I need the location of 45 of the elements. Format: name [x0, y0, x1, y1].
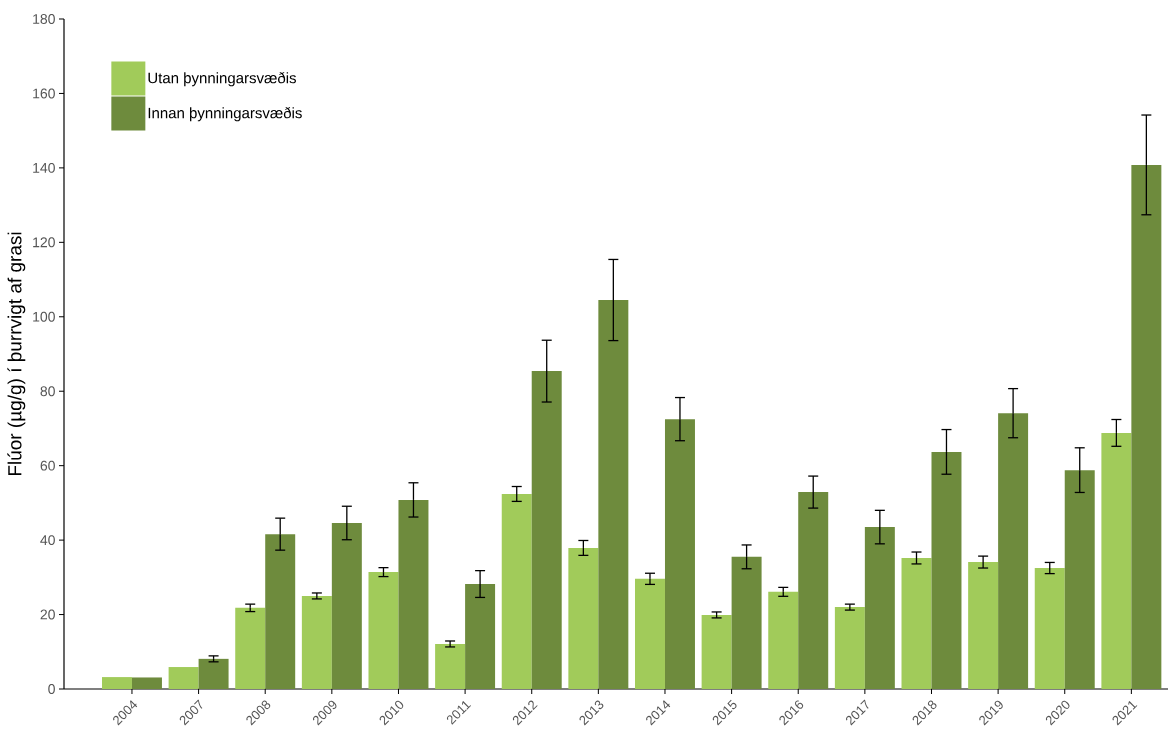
- bar: [368, 572, 399, 689]
- y-tick-label: 0: [48, 684, 55, 694]
- legend-label: Utan þynningarsvæðis: [148, 72, 296, 87]
- bar: [1131, 164, 1162, 689]
- y-tick-label: 140: [33, 162, 55, 173]
- bar: [531, 371, 562, 689]
- bar: [1034, 568, 1065, 689]
- bar: [198, 658, 229, 689]
- bar: [664, 419, 695, 689]
- bar: [701, 614, 732, 689]
- y-tick-label: 120: [33, 237, 55, 248]
- y-tick-label: 160: [33, 88, 55, 99]
- bar: [398, 499, 429, 689]
- bar: [435, 643, 466, 689]
- bar: [331, 522, 362, 689]
- bar: [901, 557, 932, 689]
- bar: [101, 677, 132, 689]
- bar: [168, 667, 199, 689]
- y-tick-label: 80: [40, 386, 55, 397]
- bar: [235, 607, 266, 689]
- bar: [768, 591, 799, 689]
- bar: [131, 677, 162, 689]
- bar: [864, 527, 895, 689]
- legend-label: Innan þynningarsvæðis: [148, 107, 302, 122]
- y-tick-label: 180: [33, 14, 55, 24]
- bar: [568, 547, 599, 689]
- y-tick-label: 40: [40, 535, 55, 546]
- bar: [968, 562, 999, 689]
- bar: [635, 578, 665, 689]
- bar: [265, 534, 296, 689]
- bar: [465, 584, 496, 689]
- bar: [301, 595, 332, 689]
- bar: [501, 493, 532, 689]
- y-tick-label: 20: [40, 609, 55, 620]
- y-tick-label: 100: [33, 311, 55, 322]
- bar: [834, 607, 865, 689]
- bar: [931, 451, 962, 689]
- bar: [998, 413, 1029, 689]
- bar: [731, 556, 762, 689]
- y-axis-title: Flúor (µg/g) í þurrvigt af grasi: [7, 232, 26, 476]
- y-tick-label: 60: [40, 460, 55, 471]
- bar: [798, 492, 829, 689]
- bar: [1101, 432, 1132, 689]
- bar: [598, 300, 629, 689]
- bar: [1064, 470, 1095, 689]
